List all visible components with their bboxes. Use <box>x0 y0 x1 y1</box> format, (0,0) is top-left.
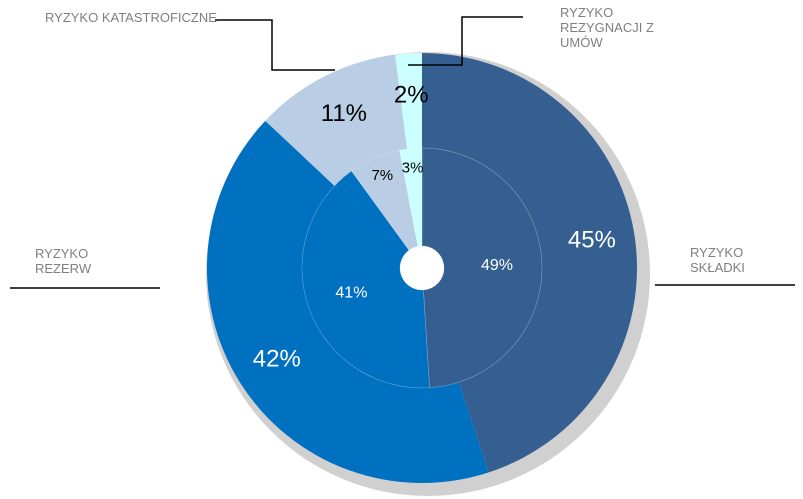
value-label: 7% <box>371 167 393 184</box>
value-label: 3% <box>402 159 424 176</box>
value-label: 42% <box>253 346 301 373</box>
value-label: 2% <box>394 82 429 109</box>
outer-slice <box>422 53 637 473</box>
category-label: RYZYKO REZYGNACJI Z UMÓW <box>560 5 654 50</box>
leader-lines <box>10 16 795 289</box>
outer-slice <box>265 54 407 186</box>
rings: 45% 42% 11% 2% 49% 41% 7% 3% <box>207 53 637 483</box>
outer-slice <box>395 53 422 149</box>
value-label: 45% <box>568 226 616 253</box>
category-label: RYZYKO REZERW <box>35 246 92 276</box>
leader-line <box>215 19 335 71</box>
value-label: 41% <box>335 285 367 302</box>
value-label: 49% <box>481 257 513 274</box>
value-label: 11% <box>321 100 367 127</box>
category-label: RYZYKO SKŁADKI <box>690 245 745 275</box>
center-hole <box>400 246 444 290</box>
outer-slice <box>207 120 489 483</box>
category-label: RYZYKO KATASTROFICZNE <box>45 10 217 25</box>
leader-line <box>408 16 523 66</box>
